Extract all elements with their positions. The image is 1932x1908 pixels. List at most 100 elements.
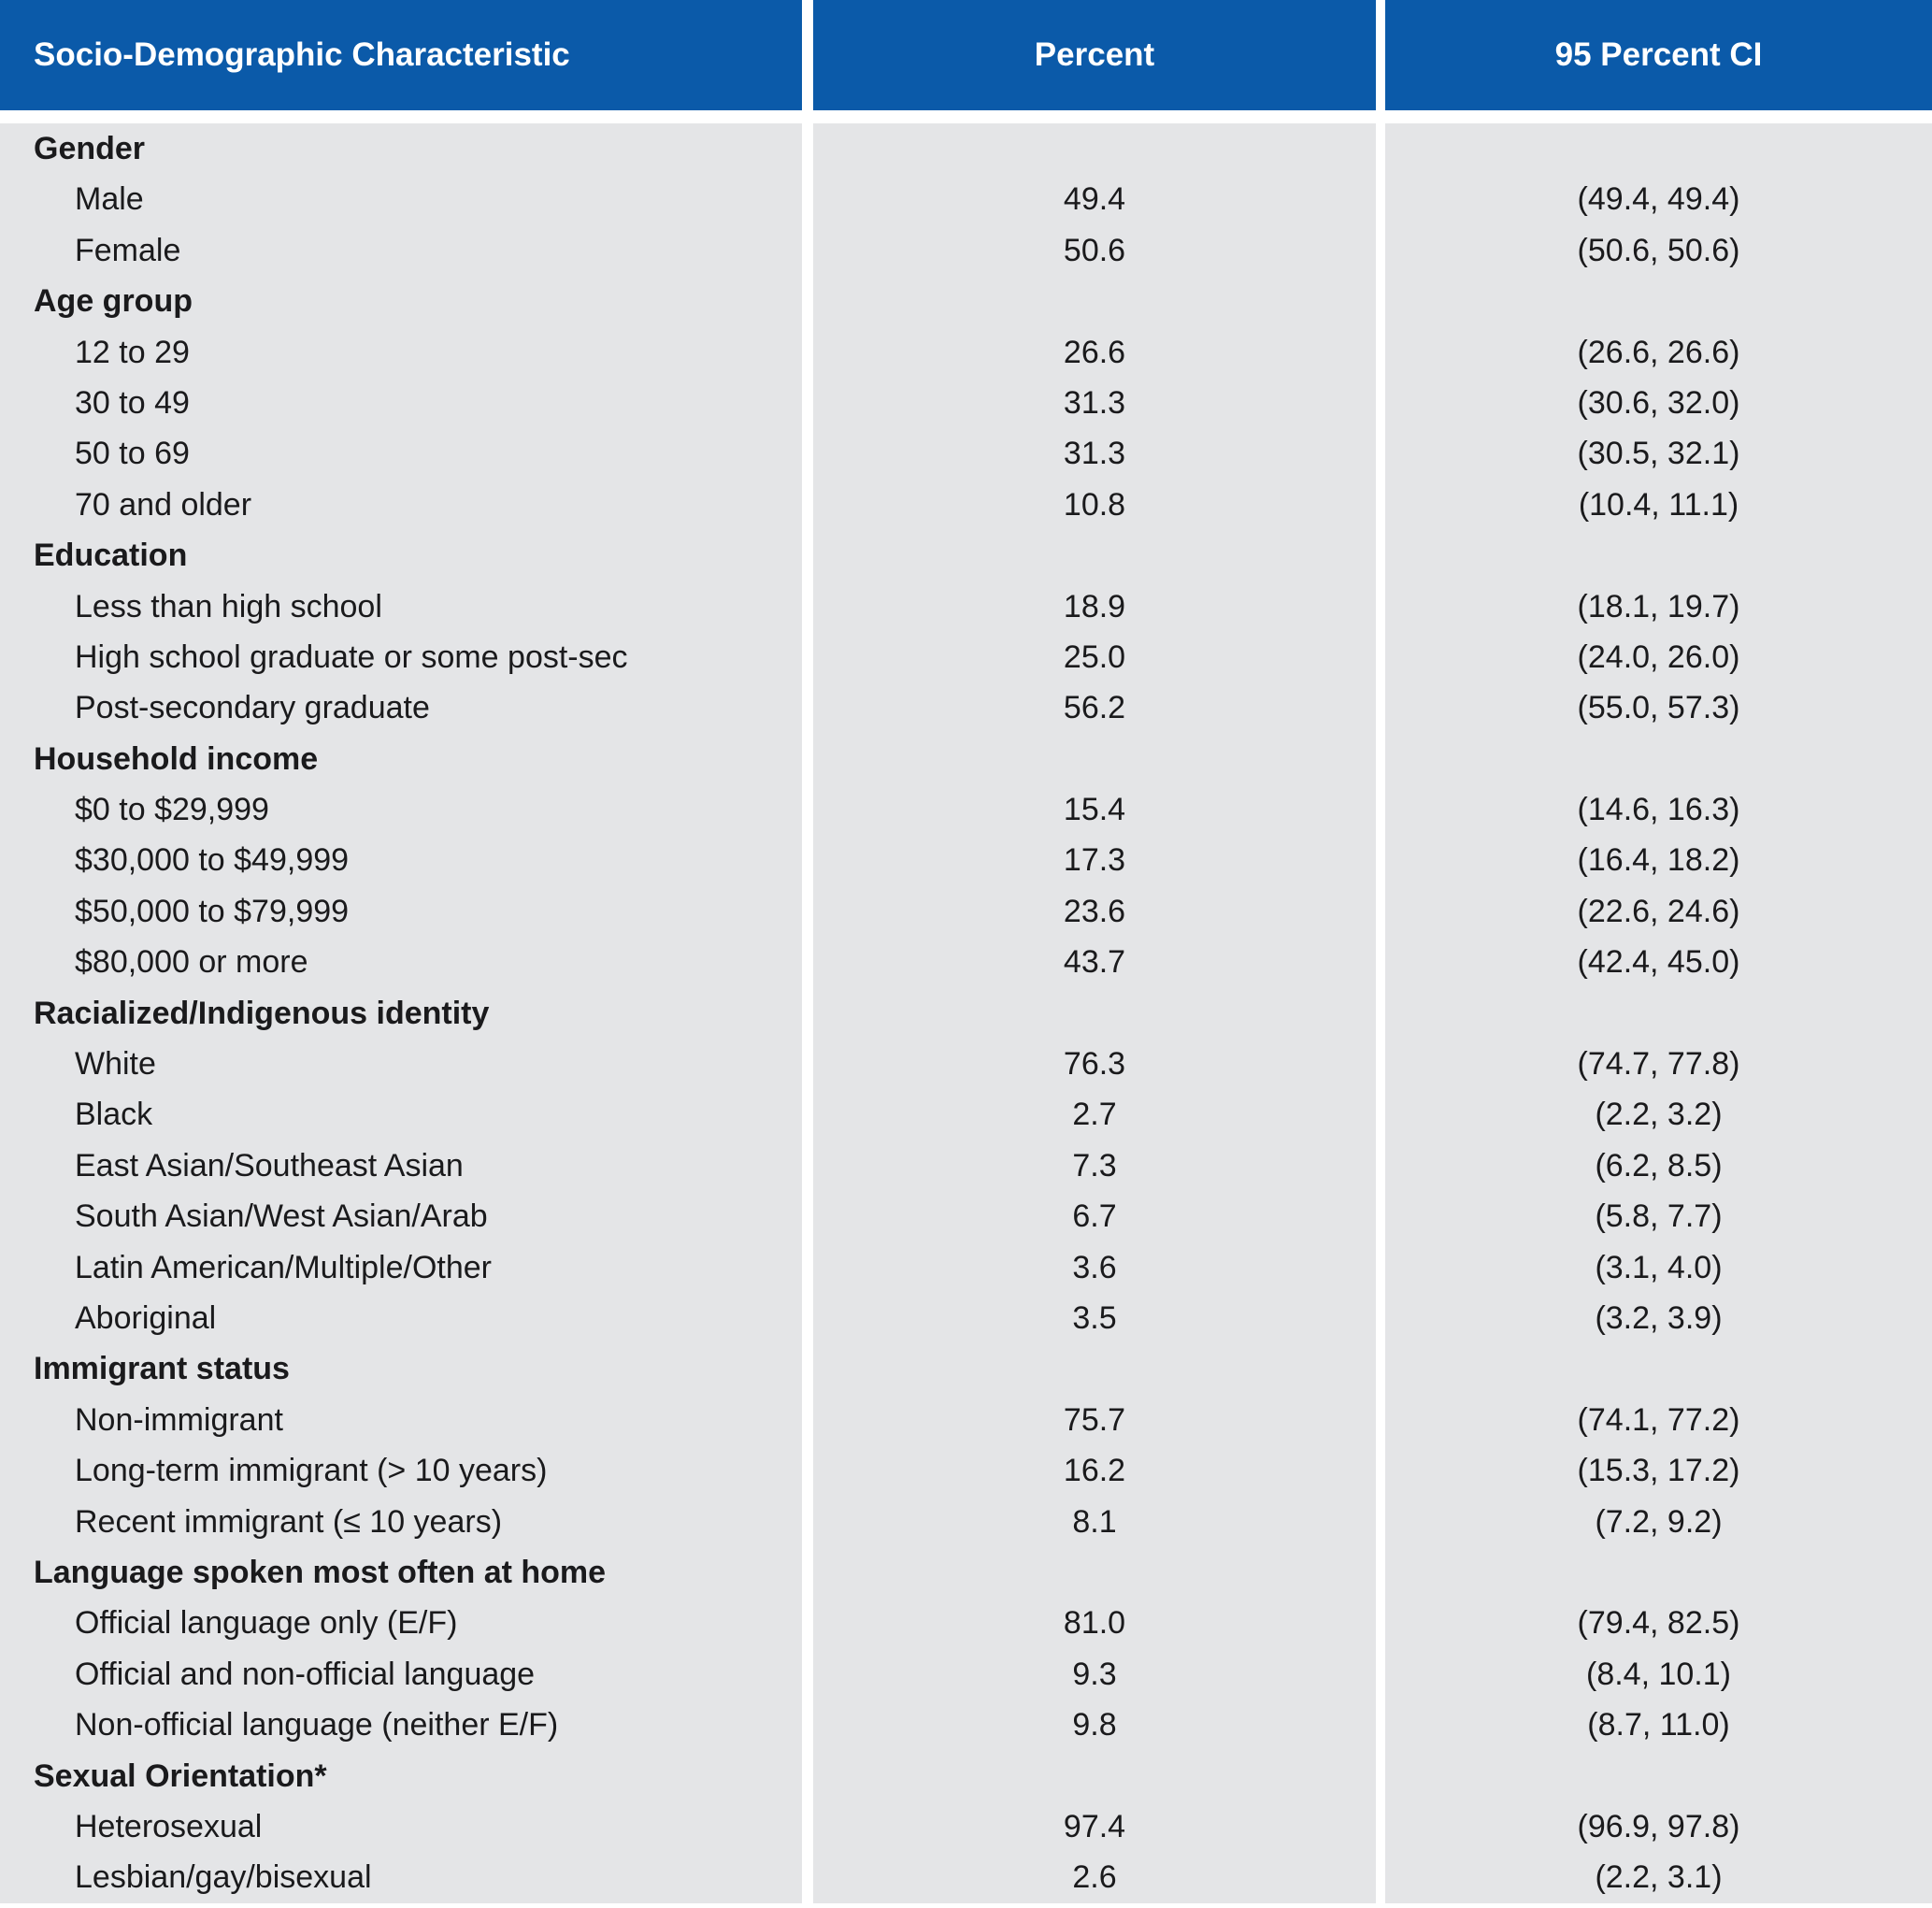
section-spacer xyxy=(813,123,1376,174)
section-header: Immigrant status xyxy=(34,1351,290,1387)
row-label: Black xyxy=(75,1097,153,1133)
row-label: Recent immigrant (≤ 10 years) xyxy=(75,1503,503,1540)
row-label: Post-secondary graduate xyxy=(75,690,430,726)
ci-value: (6.2, 8.5) xyxy=(1595,1147,1723,1184)
row-label: $30,000 to $49,999 xyxy=(75,842,350,879)
percent-value: 25.0 xyxy=(1063,638,1126,675)
section-header: Age group xyxy=(34,283,193,320)
section-header: Household income xyxy=(34,740,319,777)
ci-value: (7.2, 9.2) xyxy=(1595,1503,1723,1540)
percent-value: 9.8 xyxy=(1072,1707,1117,1743)
section-spacer xyxy=(1385,1343,1932,1394)
percent-column: 49.4 50.6 26.6 31.3 31.3 10.8 18.9 25.0 56.2 15.4… xyxy=(813,123,1376,1903)
row-label: High school graduate or some post-sec xyxy=(75,638,628,675)
percent-value: 3.6 xyxy=(1072,1249,1117,1285)
percent-value: 16.2 xyxy=(1063,1453,1126,1489)
percent-value: 43.7 xyxy=(1063,944,1126,981)
row-label: Aboriginal xyxy=(75,1299,217,1336)
ci-value: (3.1, 4.0) xyxy=(1595,1249,1723,1285)
section-spacer xyxy=(813,734,1376,784)
percent-value: 56.2 xyxy=(1063,690,1126,726)
ci-value: (15.3, 17.2) xyxy=(1577,1453,1740,1489)
row-label: Official and non-official language xyxy=(75,1656,536,1692)
row-label: Latin American/Multiple/Other xyxy=(75,1249,492,1285)
percent-value: 76.3 xyxy=(1063,1046,1126,1083)
column-gap xyxy=(802,123,813,1903)
table-header-row: Socio-Demographic Characteristic Percent… xyxy=(0,0,1932,110)
ci-value: (22.6, 24.6) xyxy=(1577,893,1740,929)
bottom-divider xyxy=(0,1903,1932,1908)
row-label: Female xyxy=(75,232,181,268)
row-label: $50,000 to $79,999 xyxy=(75,893,350,929)
ci-value: (74.7, 77.8) xyxy=(1577,1046,1740,1083)
ci-value: (10.4, 11.1) xyxy=(1578,486,1739,523)
ci-value: (74.1, 77.2) xyxy=(1577,1401,1740,1438)
percent-value: 2.6 xyxy=(1072,1859,1117,1896)
section-header: Racialized/Indigenous identity xyxy=(34,995,490,1031)
ci-value: (26.6, 26.6) xyxy=(1577,334,1740,370)
percent-value: 2.7 xyxy=(1072,1097,1117,1133)
section-header: Education xyxy=(34,538,188,574)
column-header-characteristic: Socio-Demographic Characteristic xyxy=(0,0,802,110)
percent-value: 50.6 xyxy=(1063,232,1126,268)
ci-value: (2.2, 3.2) xyxy=(1595,1097,1723,1133)
percent-value: 31.3 xyxy=(1063,436,1126,472)
section-spacer xyxy=(1385,276,1932,326)
row-label: Official language only (E/F) xyxy=(75,1605,458,1642)
row-label: Less than high school xyxy=(75,588,382,624)
ci-column: (49.4, 49.4) (50.6, 50.6) (26.6, 26.6) (30.… xyxy=(1385,123,1932,1903)
ci-value: (96.9, 97.8) xyxy=(1577,1808,1740,1844)
row-label: Long-term immigrant (> 10 years) xyxy=(75,1453,548,1489)
section-spacer xyxy=(813,276,1376,326)
section-spacer xyxy=(1385,734,1932,784)
ci-value: (2.2, 3.1) xyxy=(1595,1859,1723,1896)
section-spacer xyxy=(1385,1547,1932,1598)
percent-value: 75.7 xyxy=(1063,1401,1126,1438)
percent-value: 26.6 xyxy=(1063,334,1126,370)
ci-value: (8.7, 11.0) xyxy=(1587,1707,1730,1743)
section-spacer xyxy=(813,988,1376,1039)
section-header: Language spoken most often at home xyxy=(34,1554,607,1590)
row-label: $80,000 or more xyxy=(75,944,308,981)
ci-value: (14.6, 16.3) xyxy=(1577,792,1740,828)
row-label: Non-immigrant xyxy=(75,1401,283,1438)
column-gap xyxy=(802,0,813,110)
section-spacer xyxy=(1385,988,1932,1039)
row-label: Heterosexual xyxy=(75,1808,263,1844)
ci-value: (55.0, 57.3) xyxy=(1577,690,1740,726)
percent-value: 7.3 xyxy=(1072,1147,1117,1184)
ci-value: (24.0, 26.0) xyxy=(1577,638,1740,675)
percent-value: 9.3 xyxy=(1072,1656,1117,1692)
ci-value: (3.2, 3.9) xyxy=(1595,1299,1723,1336)
section-header: Sexual Orientation* xyxy=(34,1757,327,1794)
percent-value: 8.1 xyxy=(1072,1503,1117,1540)
row-label: White xyxy=(75,1046,156,1083)
percent-value: 10.8 xyxy=(1063,486,1126,523)
characteristic-column: Gender Male Female Age group 12 to 29 30 to 4… xyxy=(0,123,802,1903)
section-spacer xyxy=(813,1751,1376,1801)
ci-value: (30.6, 32.0) xyxy=(1577,384,1740,421)
column-gap xyxy=(1376,123,1385,1903)
ci-value: (5.8, 7.7) xyxy=(1595,1198,1723,1235)
ci-value: (18.1, 19.7) xyxy=(1577,588,1740,624)
ci-value: (8.4, 10.1) xyxy=(1586,1656,1731,1692)
percent-value: 6.7 xyxy=(1072,1198,1117,1235)
percent-value: 3.5 xyxy=(1072,1299,1117,1336)
percent-value: 81.0 xyxy=(1063,1605,1126,1642)
section-header: Gender xyxy=(34,131,146,166)
row-label: 30 to 49 xyxy=(75,384,190,421)
column-gap xyxy=(1376,0,1385,110)
column-header-percent: Percent xyxy=(813,0,1376,110)
section-spacer xyxy=(1385,123,1932,174)
row-label: Male xyxy=(75,181,144,218)
row-label: Lesbian/gay/bisexual xyxy=(75,1859,372,1896)
row-label: 70 and older xyxy=(75,486,252,523)
column-header-ci: 95 Percent CI xyxy=(1385,0,1932,110)
percent-value: 97.4 xyxy=(1063,1808,1126,1844)
ci-value: (50.6, 50.6) xyxy=(1577,232,1740,268)
row-label: 12 to 29 xyxy=(75,334,190,370)
section-spacer xyxy=(1385,530,1932,581)
section-spacer xyxy=(813,1547,1376,1598)
percent-value: 15.4 xyxy=(1063,792,1126,828)
